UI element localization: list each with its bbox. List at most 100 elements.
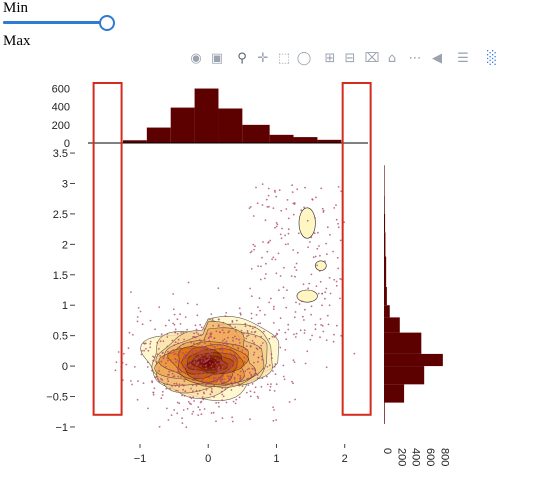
y-histogram-bar (384, 402, 385, 424)
scatter-point (227, 331, 230, 334)
scatter-point (287, 323, 290, 326)
scatter-point (136, 398, 139, 401)
scatter-point (316, 264, 318, 267)
scatter-point (213, 384, 216, 387)
scatter-point (190, 360, 192, 362)
scatter-point (246, 349, 249, 351)
scatter-point (250, 268, 253, 270)
scatter-point (152, 391, 155, 394)
scatter-point (167, 380, 170, 383)
scatter-point (212, 411, 215, 414)
scatter-point (229, 348, 232, 350)
scatter-point (193, 342, 195, 345)
scatter-point (169, 387, 172, 390)
scatter-point (222, 355, 225, 358)
scatter-point (197, 406, 200, 408)
scatter-point (158, 425, 161, 428)
scatter-point (211, 318, 214, 320)
scatter-point (205, 333, 208, 335)
scatter-point (199, 349, 202, 352)
scatter-point (160, 333, 163, 336)
scatter-point (261, 377, 264, 379)
zoom-icon[interactable]: ⚲ (237, 51, 247, 66)
reset-icon[interactable]: ⌂ (387, 51, 397, 66)
scatter-point (217, 325, 220, 327)
range-slider[interactable] (3, 21, 106, 24)
scatter-point (161, 394, 164, 396)
scatter-point (178, 385, 181, 388)
x-histogram-bar (194, 88, 219, 143)
scatter-point (210, 412, 213, 414)
scatter-point (215, 420, 217, 423)
scatter-point (185, 365, 188, 368)
scatter-point (171, 339, 174, 342)
scatter-point (252, 353, 255, 356)
y-histogram-tick-label: 0 (381, 448, 393, 454)
scatter-point (202, 353, 205, 356)
zoom-in-icon[interactable]: ⊞ (324, 51, 336, 66)
scatter-point (209, 342, 212, 345)
scatter-point (175, 361, 178, 363)
scatter-point (244, 348, 247, 351)
scatter-point (320, 187, 323, 190)
scatter-point (209, 373, 212, 375)
scatter-point (199, 323, 202, 326)
scatter-point (317, 231, 319, 234)
scatter-point (325, 242, 327, 245)
scatter-point (237, 357, 239, 359)
scatter-point (229, 352, 232, 355)
scatter-point (203, 348, 206, 350)
y-histogram-bar (384, 286, 387, 306)
scatter-point (202, 346, 205, 349)
scatter-point (174, 341, 177, 344)
hover-compare-icon[interactable]: ☰ (457, 51, 469, 66)
scatter-point (154, 328, 157, 331)
hover-closest-icon[interactable]: ◀ (432, 51, 442, 66)
autoscale-icon[interactable]: ⌧ (364, 51, 380, 66)
scatter-point (292, 382, 294, 385)
scatter-point (276, 333, 279, 336)
pan-icon[interactable]: ✛ (257, 51, 269, 66)
zoom-out-icon[interactable]: ⊟ (344, 51, 356, 66)
plotly-logo-icon[interactable]: ░ (487, 51, 497, 66)
scatter-point (194, 369, 197, 372)
lasso-icon[interactable]: ◯ (296, 51, 312, 66)
y-tick-label: 0.5 (53, 331, 68, 343)
scatter-point (136, 320, 139, 323)
scatter-point (230, 389, 233, 391)
scatter-point (217, 318, 220, 321)
scatter-point (314, 323, 317, 326)
save-icon[interactable]: ▣ (210, 51, 224, 66)
scatter-point (202, 398, 205, 401)
scatter-point (165, 387, 168, 390)
scatter-point (153, 387, 156, 390)
box-select-icon[interactable]: ⬚ (277, 51, 291, 66)
scatter-point (200, 360, 203, 362)
scatter-point (191, 384, 194, 387)
scatter-point (160, 378, 162, 380)
scatter-point (178, 383, 181, 386)
camera-icon[interactable]: ◉ (190, 51, 202, 66)
slider-thumb[interactable] (99, 15, 115, 31)
scatter-point (234, 326, 237, 329)
spike-lines-icon[interactable]: ⋯ (408, 51, 422, 66)
scatter-point (183, 384, 185, 386)
scatter-point (202, 349, 204, 351)
x-histogram-tick-label: 200 (52, 120, 70, 132)
scatter-point (172, 322, 175, 325)
scatter-point (275, 195, 278, 198)
x-histogram-bar (293, 137, 318, 143)
scatter-point (201, 345, 204, 348)
scatter-point (197, 362, 200, 364)
scatter-point (267, 187, 270, 190)
scatter-point (245, 337, 248, 340)
scatter-point (317, 292, 320, 295)
scatter-point (264, 277, 266, 280)
scatter-point (171, 372, 174, 375)
scatter-point (270, 353, 273, 355)
scatter-point (333, 207, 336, 209)
scatter-point (319, 254, 321, 257)
min-label: Min (3, 0, 29, 16)
scatter-point (292, 249, 295, 251)
